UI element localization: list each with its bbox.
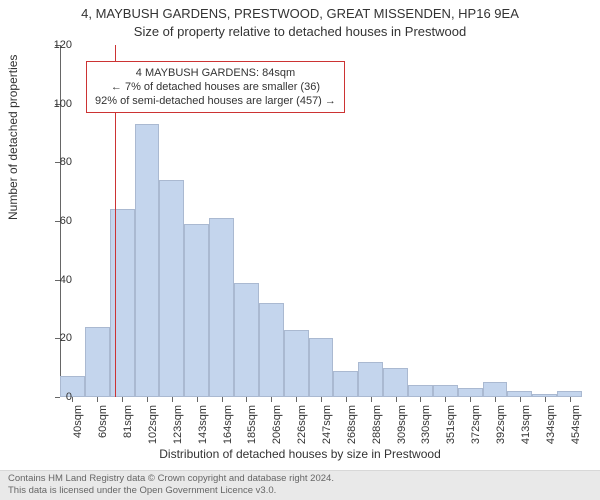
chart-container: 4, MAYBUSH GARDENS, PRESTWOOD, GREAT MIS…: [0, 0, 600, 500]
x-tick: [420, 397, 421, 402]
y-tick-label: 60: [60, 215, 72, 227]
x-tick-label: 351sqm: [445, 405, 457, 445]
y-tick-label: 20: [60, 332, 72, 344]
histogram-bar: [159, 180, 184, 397]
x-tick: [321, 397, 322, 402]
x-axis-title: Distribution of detached houses by size …: [0, 447, 600, 461]
x-tick: [147, 397, 148, 402]
histogram-bar: [135, 124, 160, 397]
x-tick-label: 226sqm: [296, 405, 308, 445]
x-tick: [445, 397, 446, 402]
y-tick-label: 0: [66, 391, 72, 403]
footer-bar: Contains HM Land Registry data © Crown c…: [0, 470, 600, 500]
histogram-bar: [184, 224, 209, 397]
x-tick: [97, 397, 98, 402]
histogram-bar: [234, 283, 259, 397]
x-tick: [246, 397, 247, 402]
y-tick: [55, 397, 60, 398]
x-tick: [570, 397, 571, 402]
callout-line3: 92% of semi-detached houses are larger (…: [95, 94, 336, 108]
x-tick: [346, 397, 347, 402]
histogram-bar: [209, 218, 234, 397]
callout-line1: 4 MAYBUSH GARDENS: 84sqm: [95, 66, 336, 80]
histogram-bar: [483, 382, 508, 397]
histogram-bar: [408, 385, 433, 397]
x-tick: [222, 397, 223, 402]
x-tick-label: 413sqm: [520, 405, 532, 445]
x-tick-label: 102sqm: [147, 405, 159, 445]
histogram-bar: [259, 303, 284, 397]
x-tick-label: 268sqm: [346, 405, 358, 445]
y-tick-label: 80: [60, 156, 72, 168]
histogram-bar: [333, 371, 358, 397]
histogram-bar: [458, 388, 483, 397]
chart-title-line1: 4, MAYBUSH GARDENS, PRESTWOOD, GREAT MIS…: [0, 6, 600, 21]
x-tick-label: 330sqm: [420, 405, 432, 445]
x-tick-label: 164sqm: [222, 405, 234, 445]
x-tick-label: 206sqm: [271, 405, 283, 445]
histogram-bar: [85, 327, 110, 397]
x-tick: [520, 397, 521, 402]
x-tick-label: 81sqm: [122, 405, 134, 445]
x-tick: [296, 397, 297, 402]
x-tick: [371, 397, 372, 402]
x-tick-label: 454sqm: [570, 405, 582, 445]
footer-line2: This data is licensed under the Open Gov…: [8, 485, 592, 497]
histogram-bar: [383, 368, 408, 397]
x-tick: [470, 397, 471, 402]
x-tick: [197, 397, 198, 402]
x-tick-label: 143sqm: [197, 405, 209, 445]
x-tick-label: 185sqm: [246, 405, 258, 445]
chart-title-line2: Size of property relative to detached ho…: [0, 24, 600, 39]
x-tick: [495, 397, 496, 402]
footer-line1: Contains HM Land Registry data © Crown c…: [8, 473, 592, 485]
callout-box: 4 MAYBUSH GARDENS: 84sqm ← 7% of detache…: [86, 61, 345, 113]
x-tick-label: 247sqm: [321, 405, 333, 445]
x-tick: [72, 397, 73, 402]
x-tick: [271, 397, 272, 402]
histogram-bar: [433, 385, 458, 397]
x-tick-label: 434sqm: [545, 405, 557, 445]
histogram-bar: [358, 362, 383, 397]
histogram-bar: [110, 209, 135, 397]
x-tick-label: 392sqm: [495, 405, 507, 445]
x-tick: [545, 397, 546, 402]
x-tick-label: 288sqm: [371, 405, 383, 445]
histogram-bar: [309, 338, 334, 397]
x-tick: [122, 397, 123, 402]
y-axis-title: Number of detached properties: [6, 55, 20, 220]
histogram-bar: [60, 376, 85, 397]
x-tick-label: 372sqm: [470, 405, 482, 445]
x-tick-label: 40sqm: [72, 405, 84, 445]
y-tick-label: 120: [54, 39, 72, 51]
y-tick-label: 100: [54, 98, 72, 110]
x-tick-label: 60sqm: [97, 405, 109, 445]
callout-line2: ← 7% of detached houses are smaller (36): [95, 80, 336, 94]
y-tick-label: 40: [60, 274, 72, 286]
x-tick-label: 309sqm: [396, 405, 408, 445]
x-tick: [172, 397, 173, 402]
histogram-bar: [284, 330, 309, 397]
x-tick: [396, 397, 397, 402]
x-tick-label: 123sqm: [172, 405, 184, 445]
